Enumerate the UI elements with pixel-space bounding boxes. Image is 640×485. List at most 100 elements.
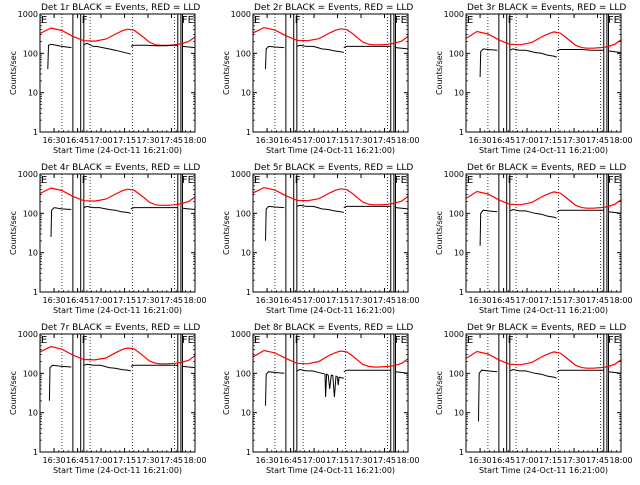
x-tick-label: 16:30 bbox=[256, 136, 279, 145]
marker-label-f: F bbox=[508, 175, 514, 186]
marker-label-fe: FE bbox=[182, 175, 194, 186]
y-tick-label: 100 bbox=[23, 49, 38, 58]
panel-frame bbox=[39, 13, 196, 133]
x-axis-label: Start Time (24-Oct-11 16:21:00) bbox=[53, 466, 182, 475]
series-lld-line bbox=[253, 186, 408, 206]
x-tick-label: 17:15 bbox=[113, 456, 136, 465]
series-events-segment bbox=[556, 369, 604, 373]
panel-plot-area bbox=[253, 14, 408, 132]
x-tick-label: 17:30 bbox=[562, 136, 585, 145]
x-axis-label: Start Time (24-Oct-11 16:21:00) bbox=[479, 466, 608, 475]
panel-plot-area bbox=[40, 14, 195, 132]
x-tick-label: 17:30 bbox=[136, 456, 159, 465]
series-events-segment bbox=[395, 207, 408, 210]
y-tick-label: 100 bbox=[449, 49, 464, 58]
x-tick-label: 18:00 bbox=[183, 136, 206, 145]
panel-plot-area bbox=[466, 14, 621, 132]
x-tick-label: 18:00 bbox=[609, 456, 632, 465]
x-tick-label: 18:00 bbox=[609, 136, 632, 145]
y-tick-label: 100 bbox=[449, 209, 464, 218]
series-events-segment bbox=[182, 45, 195, 49]
series-events-segment bbox=[130, 44, 178, 47]
marker-label-f: F bbox=[295, 15, 301, 26]
x-tick-label: 16:45 bbox=[66, 296, 89, 305]
y-tick-label: 1 bbox=[459, 288, 464, 297]
x-tick-label: 17:45 bbox=[373, 296, 396, 305]
y-tick-label: 10 bbox=[241, 409, 251, 418]
x-tick-label: 17:15 bbox=[326, 136, 349, 145]
series-events-segment bbox=[556, 209, 604, 213]
y-tick-label: 1000 bbox=[231, 170, 251, 179]
series-lld-line bbox=[253, 349, 408, 368]
series-events-segment bbox=[182, 207, 195, 210]
y-axis-label: Counts/sec bbox=[222, 51, 231, 95]
panel-title: Det 4r BLACK = Events, RED = LLD bbox=[41, 163, 200, 173]
y-tick-label: 1 bbox=[459, 448, 464, 457]
x-tick-label: 18:00 bbox=[396, 456, 419, 465]
marker-label-f: F bbox=[508, 335, 514, 346]
panel-det-1: Det 1r BLACK = Events, RED = LLD E F FE 1 10 1… bbox=[9, 3, 207, 155]
marker-label-f: F bbox=[82, 175, 88, 186]
series-events-segment bbox=[509, 368, 557, 379]
panel-frame bbox=[39, 173, 196, 293]
x-tick-label: 17:00 bbox=[516, 136, 539, 145]
y-tick-label: 10 bbox=[28, 89, 38, 98]
panel-frame bbox=[252, 13, 409, 133]
y-tick-label: 100 bbox=[449, 369, 464, 378]
y-tick-label: 1000 bbox=[444, 170, 464, 179]
x-tick-label: 17:45 bbox=[586, 136, 609, 145]
x-tick-label: 17:30 bbox=[136, 136, 159, 145]
marker-label-e: E bbox=[254, 335, 260, 346]
series-lld-line bbox=[253, 26, 408, 46]
marker-label-f: F bbox=[295, 335, 301, 346]
marker-label-f: F bbox=[295, 175, 301, 186]
series-events-segment bbox=[130, 364, 178, 367]
x-tick-label: 17:00 bbox=[90, 136, 113, 145]
marker-label-e: E bbox=[41, 175, 47, 186]
x-tick-label: 18:00 bbox=[396, 136, 419, 145]
x-axis-label: Start Time (24-Oct-11 16:21:00) bbox=[53, 146, 182, 155]
y-axis-label: Counts/sec bbox=[9, 371, 18, 415]
y-axis-label: Counts/sec bbox=[222, 211, 231, 255]
series-events-segment bbox=[130, 207, 178, 210]
y-tick-label: 1000 bbox=[18, 170, 38, 179]
x-tick-label: 16:30 bbox=[43, 456, 66, 465]
x-tick-label: 17:00 bbox=[516, 456, 539, 465]
x-tick-label: 17:00 bbox=[90, 456, 113, 465]
y-tick-label: 100 bbox=[236, 369, 251, 378]
panel-det-9: Det 9r BLACK = Events, RED = LLD E F FE 1 10 1… bbox=[435, 323, 633, 475]
series-events-segment bbox=[608, 50, 621, 53]
marker-label-e: E bbox=[254, 175, 260, 186]
y-tick-label: 1 bbox=[246, 128, 251, 137]
panel-title: Det 1r BLACK = Events, RED = LLD bbox=[41, 3, 200, 13]
marker-label-f: F bbox=[82, 15, 88, 26]
panel-det-4: Det 4r BLACK = Events, RED = LLD E F FE 1 10 1… bbox=[9, 163, 207, 315]
x-tick-label: 16:30 bbox=[469, 456, 492, 465]
x-tick-label: 16:30 bbox=[43, 136, 66, 145]
x-tick-label: 17:15 bbox=[539, 456, 562, 465]
x-tick-label: 16:45 bbox=[279, 456, 302, 465]
x-tick-label: 17:30 bbox=[349, 136, 372, 145]
marker-label-e: E bbox=[467, 175, 473, 186]
panel-frame bbox=[252, 173, 409, 293]
x-tick-label: 16:30 bbox=[43, 296, 66, 305]
y-tick-label: 1000 bbox=[444, 330, 464, 339]
x-tick-label: 18:00 bbox=[183, 296, 206, 305]
marker-label-fe: FE bbox=[608, 335, 620, 346]
x-tick-label: 16:30 bbox=[469, 296, 492, 305]
y-tick-label: 1 bbox=[246, 448, 251, 457]
series-events-segment bbox=[48, 364, 72, 401]
y-tick-label: 1 bbox=[246, 288, 251, 297]
x-tick-label: 16:45 bbox=[492, 136, 515, 145]
series-events-segment bbox=[83, 205, 131, 214]
series-lld-line bbox=[466, 350, 621, 369]
x-tick-label: 17:45 bbox=[373, 136, 396, 145]
panel-title: Det 6r BLACK = Events, RED = LLD bbox=[467, 163, 626, 173]
x-tick-label: 17:00 bbox=[516, 296, 539, 305]
panel-plot-area bbox=[40, 334, 195, 452]
y-axis-label: Counts/sec bbox=[9, 51, 18, 95]
x-tick-label: 16:30 bbox=[256, 296, 279, 305]
x-tick-label: 17:15 bbox=[326, 296, 349, 305]
y-axis-label: Counts/sec bbox=[435, 371, 444, 415]
